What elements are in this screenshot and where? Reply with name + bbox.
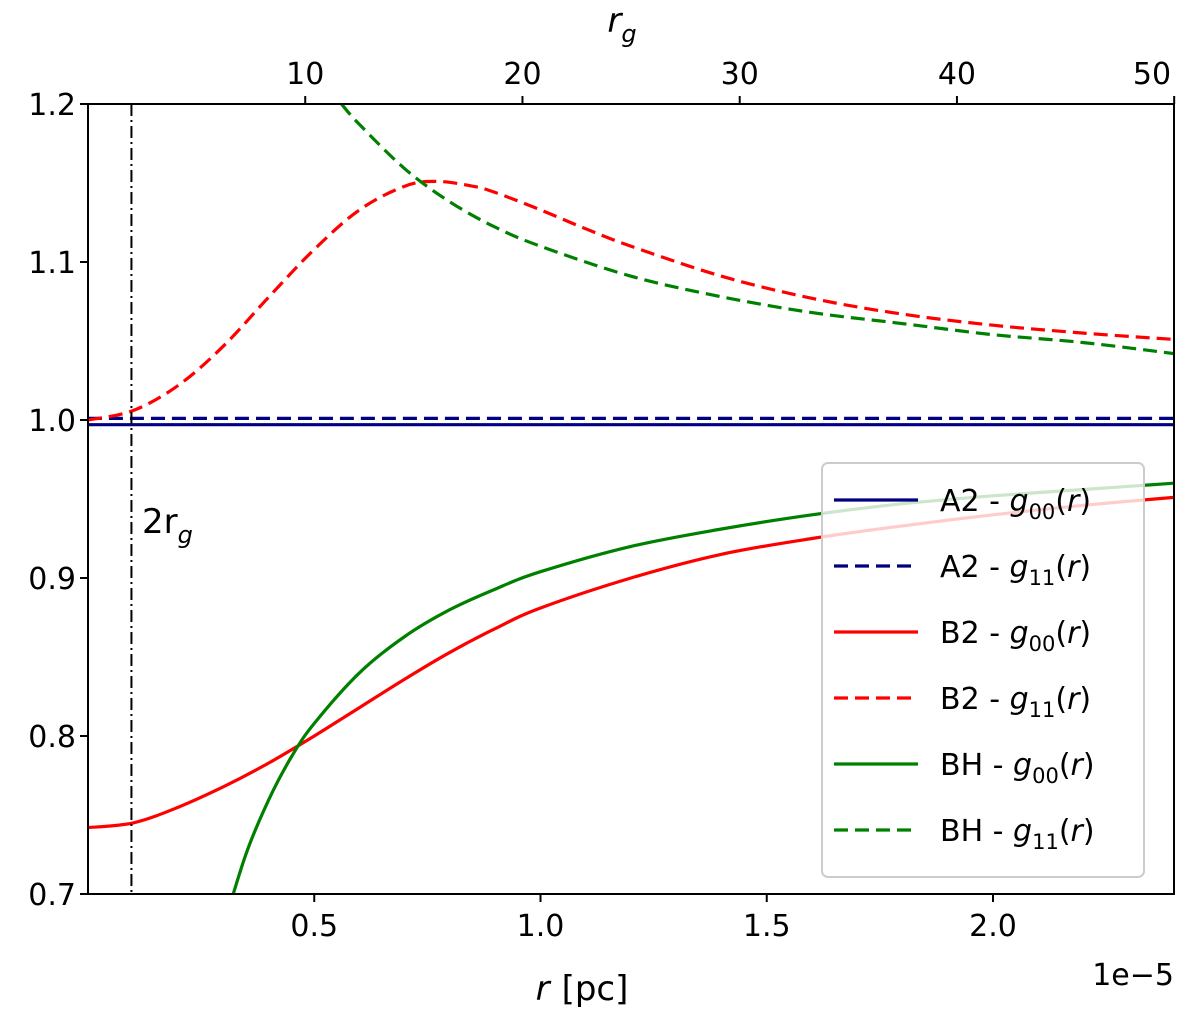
top-tick-label: 10: [286, 57, 324, 92]
plot-frame: [87, 103, 1175, 895]
x-tick-label: 0.5: [290, 909, 338, 944]
legend-label: BH - g00(r): [940, 748, 1095, 788]
top-axis-label: rg: [607, 1, 636, 48]
legend-label: A2 - g11(r): [940, 550, 1091, 590]
top-tick-label: 50: [1133, 57, 1171, 92]
legend-label: A2 - g00(r): [940, 484, 1091, 524]
vline-annotation-sub: g: [178, 521, 193, 549]
x-axis-label: r [pc]: [536, 969, 629, 1009]
top-tick-label: 30: [721, 57, 759, 92]
x-tick-label: 1.0: [517, 909, 565, 944]
vline-annotation: 2rg: [142, 502, 193, 549]
vline-annotation-main: 2r: [142, 502, 178, 542]
legend-label: B2 - g00(r): [940, 616, 1091, 656]
top-axis-label-sub: g: [621, 20, 636, 48]
y-tick-label: 1.0: [28, 404, 76, 439]
y-tick-label: 1.1: [28, 246, 76, 281]
y-tick-label: 0.9: [28, 562, 76, 597]
legend-label: B2 - g11(r): [940, 682, 1091, 722]
series-line-bh-g11: [340, 104, 1174, 356]
x-tick-label: 2.0: [969, 909, 1017, 944]
series-line-b2-g11: [88, 179, 1174, 422]
top-tick-label: 40: [938, 57, 976, 92]
y-tick-label: 0.7: [28, 878, 76, 913]
y-tick-label: 1.2: [28, 88, 76, 123]
x-axis-offset-text: 1e−5: [1092, 958, 1174, 993]
top-tick-label: 20: [503, 57, 541, 92]
ticks: 0.5 1.0 1.5 2.0 0.7 0.8 0.9 1.0 1.1 1.2 10 20 30 40 50: [28, 57, 1176, 944]
legend: A2 - g00(r) A2 - g11(r) B2 - g00(r) B2 - g1…: [821, 462, 1145, 878]
x-axis-label-unit: [pc]: [562, 969, 629, 1009]
x-tick-label: 1.5: [743, 909, 791, 944]
y-tick-label: 0.8: [28, 720, 76, 755]
legend-label: BH - g11(r): [940, 814, 1095, 854]
x-axis-label-var: r: [536, 969, 552, 1009]
top-axis-label-var: r: [607, 1, 623, 41]
